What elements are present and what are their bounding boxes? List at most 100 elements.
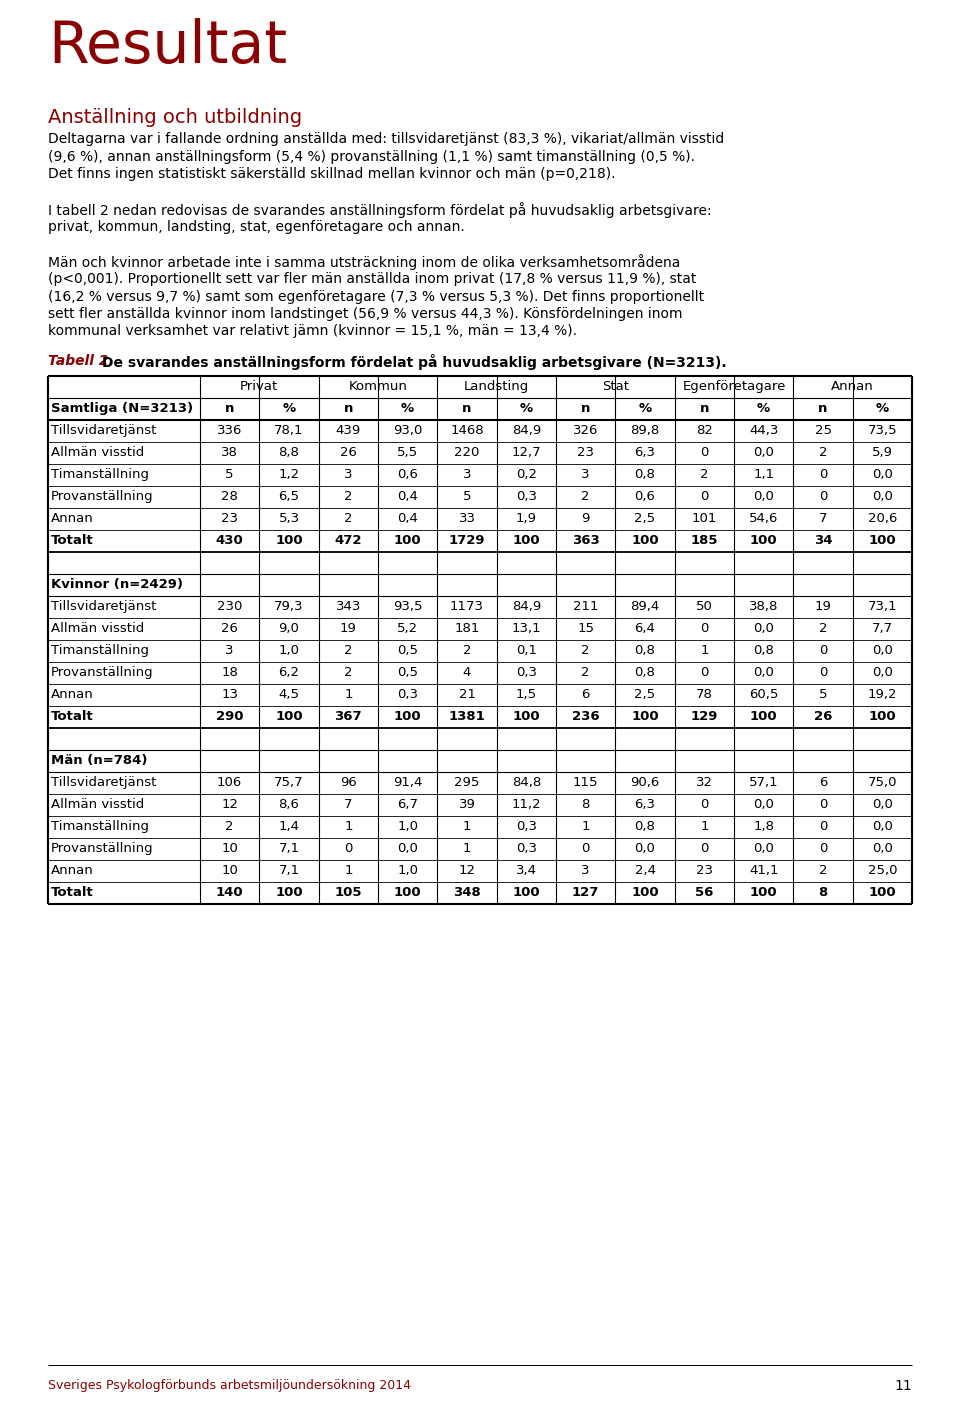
Text: 100: 100 — [631, 710, 659, 723]
Text: 100: 100 — [750, 710, 778, 723]
Text: 44,3: 44,3 — [749, 424, 779, 436]
Text: 2,4: 2,4 — [635, 864, 656, 877]
Text: Totalt: Totalt — [51, 710, 94, 723]
Text: De svarandes anställningsform fördelat på huvudsaklig arbetsgivare (N=3213).: De svarandes anställningsform fördelat p… — [102, 354, 727, 370]
Text: 2: 2 — [582, 644, 589, 657]
Text: 91,4: 91,4 — [393, 777, 422, 789]
Text: 8: 8 — [818, 885, 828, 899]
Text: 1,5: 1,5 — [516, 688, 537, 700]
Text: 106: 106 — [217, 777, 242, 789]
Text: 7,7: 7,7 — [872, 623, 893, 635]
Text: 185: 185 — [690, 534, 718, 546]
Text: %: % — [519, 402, 533, 415]
Text: 0,0: 0,0 — [872, 490, 893, 503]
Text: 1,0: 1,0 — [397, 864, 419, 877]
Text: 82: 82 — [696, 424, 712, 436]
Text: 1: 1 — [700, 644, 708, 657]
Text: (9,6 %), annan anställningsform (5,4 %) provanställning (1,1 %) samt timanställn: (9,6 %), annan anställningsform (5,4 %) … — [48, 150, 695, 164]
Text: %: % — [401, 402, 414, 415]
Text: 5: 5 — [226, 467, 234, 481]
Text: 54,6: 54,6 — [749, 513, 779, 525]
Text: 90,6: 90,6 — [631, 777, 660, 789]
Text: 9,0: 9,0 — [278, 623, 300, 635]
Text: 3: 3 — [463, 467, 471, 481]
Text: 1,2: 1,2 — [278, 467, 300, 481]
Text: 100: 100 — [276, 534, 302, 546]
Text: 0,0: 0,0 — [754, 842, 774, 856]
Text: 0: 0 — [819, 842, 828, 856]
Text: 100: 100 — [394, 710, 421, 723]
Text: 6,5: 6,5 — [278, 490, 300, 503]
Text: 39: 39 — [459, 798, 475, 810]
Text: 1: 1 — [344, 820, 352, 833]
Text: 129: 129 — [690, 710, 718, 723]
Text: 100: 100 — [513, 710, 540, 723]
Text: 75,0: 75,0 — [868, 777, 897, 789]
Text: Män (n=784): Män (n=784) — [51, 754, 148, 767]
Text: 0: 0 — [700, 623, 708, 635]
Text: 4,5: 4,5 — [278, 688, 300, 700]
Text: 100: 100 — [631, 885, 659, 899]
Text: 0,8: 0,8 — [635, 666, 656, 679]
Text: 100: 100 — [276, 710, 302, 723]
Text: Totalt: Totalt — [51, 534, 94, 546]
Text: 25,0: 25,0 — [868, 864, 897, 877]
Text: 101: 101 — [691, 513, 717, 525]
Text: Timanställning: Timanställning — [51, 467, 149, 481]
Text: 93,0: 93,0 — [393, 424, 422, 436]
Text: 19: 19 — [815, 600, 831, 613]
Text: Timanställning: Timanställning — [51, 644, 149, 657]
Text: sett fler anställda kvinnor inom landstinget (56,9 % versus 44,3 %). Könsfördeln: sett fler anställda kvinnor inom landsti… — [48, 306, 683, 321]
Text: %: % — [757, 402, 770, 415]
Text: 34: 34 — [814, 534, 832, 546]
Text: 230: 230 — [217, 600, 242, 613]
Text: 75,7: 75,7 — [275, 777, 303, 789]
Text: 38: 38 — [221, 446, 238, 459]
Text: 78: 78 — [696, 688, 712, 700]
Text: 8: 8 — [582, 798, 589, 810]
Text: (p<0,001). Proportionellt sett var fler män anställda inom privat (17,8 % versus: (p<0,001). Proportionellt sett var fler … — [48, 273, 696, 287]
Text: 472: 472 — [335, 534, 362, 546]
Text: 0,0: 0,0 — [872, 644, 893, 657]
Text: 1,1: 1,1 — [753, 467, 774, 481]
Text: 7,1: 7,1 — [278, 842, 300, 856]
Text: %: % — [638, 402, 652, 415]
Text: 7: 7 — [819, 513, 828, 525]
Text: 1173: 1173 — [450, 600, 484, 613]
Text: 430: 430 — [216, 534, 244, 546]
Text: 3: 3 — [344, 467, 352, 481]
Text: n: n — [225, 402, 234, 415]
Text: 13,1: 13,1 — [512, 623, 541, 635]
Text: I tabell 2 nedan redovisas de svarandes anställningsform fördelat på huvudsaklig: I tabell 2 nedan redovisas de svarandes … — [48, 202, 711, 217]
Text: 127: 127 — [572, 885, 599, 899]
Text: 84,8: 84,8 — [512, 777, 540, 789]
Text: 100: 100 — [869, 710, 896, 723]
Text: 10: 10 — [221, 864, 238, 877]
Text: 0,5: 0,5 — [397, 666, 419, 679]
Text: 7,1: 7,1 — [278, 864, 300, 877]
Text: 236: 236 — [572, 710, 599, 723]
Text: 19: 19 — [340, 623, 357, 635]
Text: 23: 23 — [221, 513, 238, 525]
Text: 6,3: 6,3 — [635, 798, 656, 810]
Text: 348: 348 — [453, 885, 481, 899]
Text: 3: 3 — [582, 864, 589, 877]
Text: 0: 0 — [700, 490, 708, 503]
Text: 11,2: 11,2 — [512, 798, 541, 810]
Text: Annan: Annan — [51, 864, 94, 877]
Text: 0,0: 0,0 — [754, 666, 774, 679]
Text: 2: 2 — [700, 467, 708, 481]
Text: Tillsvidaretjänst: Tillsvidaretjänst — [51, 777, 156, 789]
Text: 0,8: 0,8 — [635, 644, 656, 657]
Text: 100: 100 — [750, 885, 778, 899]
Text: Provanställning: Provanställning — [51, 490, 154, 503]
Text: 1,0: 1,0 — [397, 820, 419, 833]
Text: 0,6: 0,6 — [397, 467, 419, 481]
Text: 84,9: 84,9 — [512, 600, 540, 613]
Text: Annan: Annan — [831, 380, 874, 393]
Text: 18: 18 — [221, 666, 238, 679]
Text: 6,7: 6,7 — [397, 798, 419, 810]
Text: 2: 2 — [344, 513, 352, 525]
Text: kommunal verksamhet var relativt jämn (kvinnor = 15,1 %, män = 13,4 %).: kommunal verksamhet var relativt jämn (k… — [48, 325, 577, 339]
Text: 0,3: 0,3 — [397, 688, 419, 700]
